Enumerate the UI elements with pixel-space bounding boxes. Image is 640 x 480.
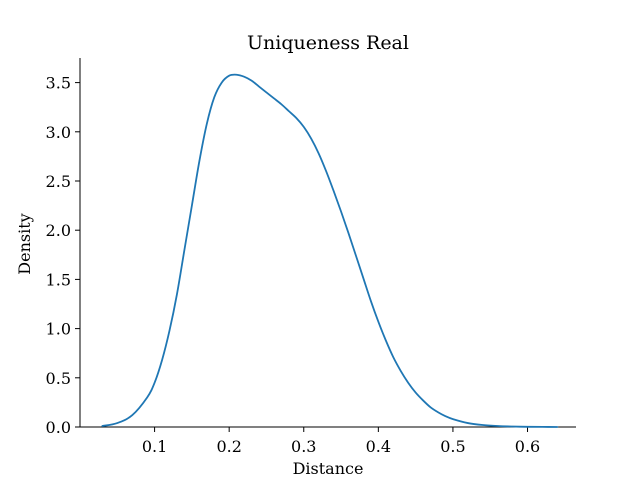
y-tick-label: 1.5 [46, 270, 71, 289]
x-tick-label: 0.2 [216, 437, 241, 456]
y-axis-label: Density [15, 213, 34, 274]
y-tick-label: 0.5 [46, 369, 71, 388]
y-tick-label: 2.5 [46, 172, 71, 191]
y-tick-label: 3.0 [46, 123, 71, 142]
x-tick-label: 0.1 [142, 437, 167, 456]
y-tick-label: 3.5 [46, 74, 71, 93]
chart-title: Uniqueness Real [247, 32, 409, 54]
y-tick-label: 1.0 [46, 320, 71, 339]
x-tick-label: 0.3 [291, 437, 316, 456]
y-tick-label: 2.0 [46, 221, 71, 240]
density-curve [101, 73, 559, 428]
series-layer [101, 73, 559, 428]
y-ticks: 0.0 0.5 1.0 1.5 2.0 2.5 3.0 3.5 [46, 74, 80, 437]
x-axis-label: Distance [293, 459, 364, 478]
x-tick-label: 0.5 [440, 437, 465, 456]
x-tick-label: 0.4 [366, 437, 391, 456]
x-ticks: 0.1 0.2 0.3 0.4 0.5 0.6 [142, 427, 540, 456]
y-tick-label: 0.0 [46, 418, 71, 437]
x-tick-label: 0.6 [515, 437, 540, 456]
